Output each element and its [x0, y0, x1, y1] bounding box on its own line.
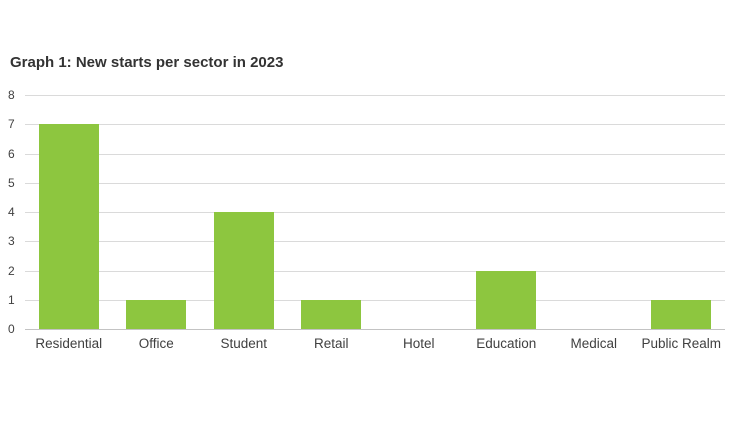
x-axis-category-label: Office: [138, 336, 174, 351]
x-axis-category-label: Residential: [35, 336, 103, 351]
bar: [301, 299, 362, 329]
bar: [38, 124, 99, 329]
bar: [651, 299, 712, 329]
y-axis-tick-label: 1: [8, 292, 15, 307]
y-axis-tick-label: 7: [8, 117, 15, 132]
x-axis-category-label: Medical: [570, 336, 618, 351]
gridline: [25, 299, 725, 301]
y-axis-tick-label: 4: [8, 205, 15, 219]
x-axis-category-label: Hotel: [402, 336, 435, 351]
gridline: [25, 95, 725, 96]
x-axis-category-label: Student: [220, 336, 268, 351]
x-axis-category-label: Education: [476, 336, 537, 351]
y-axis-tick-label: 6: [8, 146, 15, 161]
x-axis-category-label: Public Realm: [641, 336, 722, 351]
x-axis-category-label: Retail: [313, 336, 349, 351]
y-axis-tick-label: 8: [8, 88, 15, 102]
y-axis-tick-label: 5: [8, 175, 15, 190]
y-axis-tick-label: 3: [8, 234, 15, 249]
bar: [126, 299, 187, 329]
x-axis-line: [25, 329, 725, 330]
y-axis-tick-label: 0: [8, 322, 15, 336]
gridline: [25, 270, 725, 272]
chart-title: Graph 1: New starts per sector in 2023: [10, 54, 284, 71]
bar: [476, 270, 537, 329]
gridline: [25, 153, 725, 155]
gridline: [25, 182, 725, 184]
gridline: [25, 124, 725, 126]
bar: [213, 212, 274, 329]
gridline: [25, 241, 725, 243]
gridline: [25, 212, 725, 213]
y-axis-tick-label: 2: [8, 263, 15, 278]
